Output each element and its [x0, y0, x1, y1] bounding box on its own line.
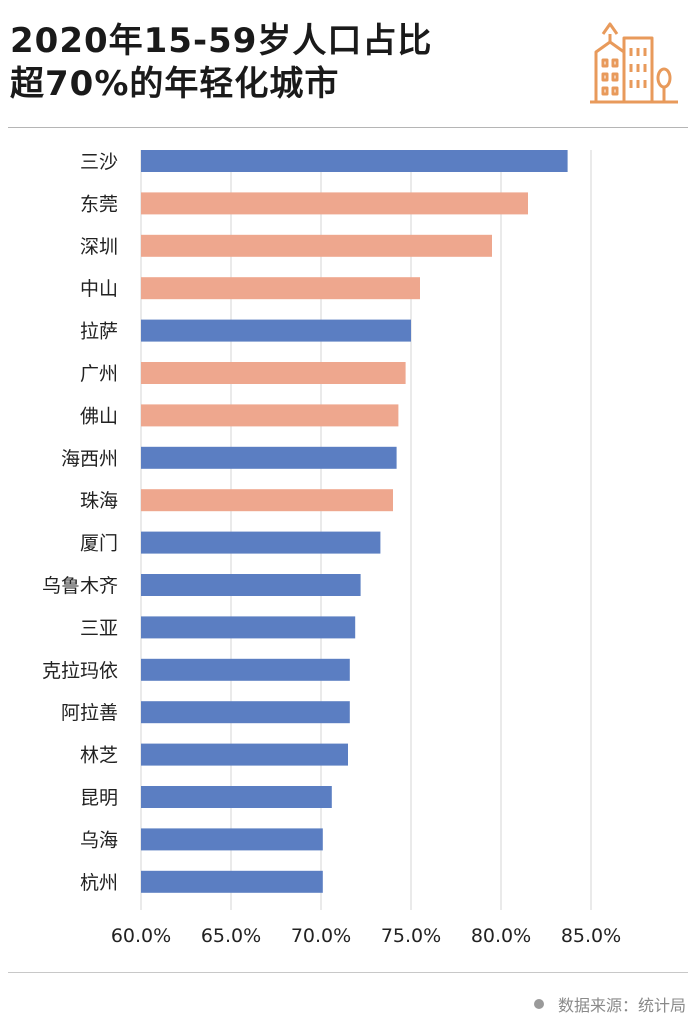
bar [141, 786, 332, 808]
category-label: 乌海 [80, 829, 118, 851]
bar [141, 404, 399, 427]
bullet-dot-icon [533, 999, 544, 1009]
category-label: 阿拉善 [61, 702, 118, 724]
category-label: 广州 [80, 363, 118, 385]
bar [141, 319, 411, 342]
x-tick-label: 60.0% [111, 925, 171, 947]
header-divider [8, 127, 688, 128]
bar [141, 574, 361, 596]
title-line-1: 2020年15-59岁人口占比 [10, 21, 433, 61]
grid-layer [140, 150, 592, 910]
bar-layer [141, 150, 568, 893]
bar [141, 489, 393, 512]
category-label: 中山 [80, 278, 118, 300]
bar [141, 362, 406, 384]
category-label: 三亚 [80, 617, 118, 639]
category-label: 拉萨 [80, 321, 118, 343]
footer-divider [8, 972, 688, 973]
bar [141, 192, 528, 215]
category-label: 乌鲁木齐 [42, 575, 118, 597]
x-tick-label: 75.0% [381, 925, 441, 947]
category-label: 厦门 [80, 533, 118, 555]
category-label: 佛山 [80, 405, 118, 427]
bar [141, 870, 323, 893]
bar [141, 531, 381, 554]
page-title: 2020年15-59岁人口占比 超70%的年轻化城市 [10, 20, 432, 106]
bar [141, 828, 323, 851]
category-label-layer: 三沙东莞深圳中山拉萨广州佛山海西州珠海厦门乌鲁木齐三亚克拉玛依阿拉善林芝昆明乌海… [42, 151, 118, 894]
x-tick-label: 70.0% [291, 925, 351, 947]
title-line-2: 超70%的年轻化城市 [10, 64, 340, 104]
x-tick-label: 85.0% [561, 925, 621, 947]
category-label: 珠海 [80, 490, 118, 512]
bar [141, 743, 348, 766]
category-label: 深圳 [80, 236, 118, 258]
bar [141, 446, 397, 469]
city-buildings-icon [588, 18, 680, 108]
bar [141, 277, 420, 300]
x-tick-label: 80.0% [471, 925, 531, 947]
category-label: 林芝 [80, 745, 118, 767]
category-label: 昆明 [80, 787, 118, 809]
category-label: 东莞 [80, 193, 118, 215]
x-tick-label: 65.0% [201, 925, 261, 947]
category-label: 海西州 [61, 448, 118, 470]
source-note: 数据来源：统计局 [533, 992, 686, 1016]
source-text: 数据来源：统计局 [557, 996, 686, 1015]
bar [141, 150, 568, 172]
bar [141, 616, 356, 639]
category-label: 三沙 [80, 151, 118, 173]
bar-chart: 三沙东莞深圳中山拉萨广州佛山海西州珠海厦门乌鲁木齐三亚克拉玛依阿拉善林芝昆明乌海… [42, 150, 621, 947]
category-label: 克拉玛依 [42, 660, 118, 682]
bar [141, 701, 350, 724]
category-label: 杭州 [80, 872, 118, 894]
bar [141, 234, 492, 257]
bar [141, 658, 350, 681]
x-tick-layer: 60.0% 65.0% 70.0% 75.0% 80.0% 85.0% [111, 925, 621, 947]
